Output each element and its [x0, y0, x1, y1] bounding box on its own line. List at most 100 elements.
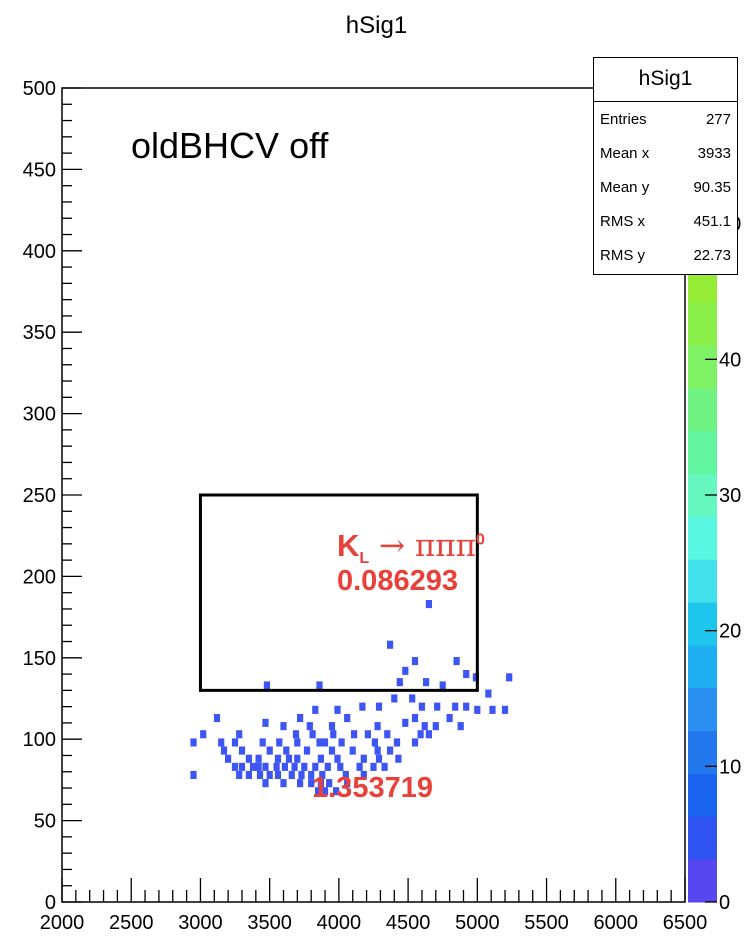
y-tick-label: 350 [23, 322, 56, 344]
stats-row-entries: Entries 277 [594, 102, 737, 136]
x-tick-label: 6000 [594, 912, 639, 934]
histogram-bin [308, 779, 315, 788]
histogram-bin [409, 694, 416, 703]
y-tick-label: 450 [23, 159, 56, 181]
histogram-bin [274, 754, 282, 763]
histogram-bin [238, 762, 246, 771]
palette-step [688, 859, 717, 903]
histogram-bin [370, 762, 377, 771]
stats-label: RMS x [600, 212, 645, 230]
stats-label: Mean x [600, 144, 650, 162]
histogram-bin [312, 705, 319, 714]
palette-step [688, 430, 717, 474]
x-tick-label: 6500 [663, 912, 708, 934]
x-tick-label: 4500 [386, 912, 431, 934]
palette-step [688, 773, 717, 817]
y-tick-label: 200 [23, 566, 56, 588]
histogram-bin [395, 754, 402, 763]
histogram-bin [245, 754, 252, 763]
histogram-bin [360, 754, 367, 763]
z-tick-label: 30 [719, 485, 741, 507]
histogram-bin [334, 705, 341, 714]
histogram-bin [301, 762, 308, 771]
stats-row-rms-y: RMS y 22.73 [594, 238, 737, 272]
histogram-bin [485, 689, 492, 698]
histogram-bin [337, 762, 344, 771]
histogram-bin [294, 738, 301, 747]
histogram-bin [393, 738, 401, 747]
histogram-bin [425, 730, 432, 739]
histogram-bin [231, 762, 239, 771]
palette-step [688, 345, 717, 389]
histogram-bin [338, 738, 345, 747]
y-tick-label: 500 [23, 78, 56, 100]
histogram-bin [371, 738, 378, 747]
histogram-bin [190, 770, 197, 779]
histogram-bin [306, 722, 313, 731]
stats-value: 277 [705, 110, 731, 128]
histogram-bin [297, 714, 304, 723]
histogram-bin [262, 718, 269, 727]
histogram-bin [328, 746, 336, 755]
stats-value: 22.73 [693, 246, 731, 264]
histogram-bin [249, 762, 257, 771]
histogram-bin [266, 770, 273, 779]
histogram-bin [411, 738, 419, 747]
z-tick-label: 0 [719, 892, 730, 914]
histogram-bin [298, 770, 305, 779]
histogram-bin [333, 787, 340, 796]
histogram-bin [351, 730, 358, 739]
chart-title: hSig1 [345, 12, 408, 39]
histogram-bin [446, 714, 453, 723]
histogram-bin [280, 722, 287, 731]
histogram-bin [316, 681, 323, 690]
stats-box: hSig1 Entries 277 Mean x 3933 Mean y 90.… [593, 57, 738, 275]
histogram-bin [266, 746, 273, 755]
histogram-bin [344, 714, 351, 723]
z-tick-label: 10 [719, 756, 741, 778]
histogram-bin [231, 738, 239, 747]
palette-step [688, 602, 717, 646]
histogram-bin [421, 722, 428, 731]
histogram-bin [303, 746, 311, 755]
histogram-bin [236, 770, 243, 779]
stats-value: 451.1 [693, 212, 731, 230]
signal-region-box [198, 493, 479, 692]
histogram-bin [297, 779, 304, 788]
histogram-bin [463, 670, 470, 679]
histogram-bin [236, 730, 243, 739]
x-tick-label: 3000 [178, 912, 223, 934]
histogram-bin [285, 754, 293, 763]
stats-value: 90.35 [693, 178, 731, 196]
stats-row-rms-x: RMS x 451.1 [594, 204, 737, 238]
histogram-bin [402, 666, 409, 675]
histogram-bin [273, 762, 280, 771]
histogram-bin [463, 702, 470, 711]
histogram-bin [418, 702, 425, 711]
z-tick-label: 20 [719, 621, 741, 643]
palette-step [688, 816, 717, 860]
histogram-bin [220, 746, 228, 755]
histogram-bin [281, 762, 288, 771]
histogram-bin [381, 762, 388, 771]
histogram-bin [288, 770, 295, 779]
histogram-bin [425, 600, 432, 609]
palette-step [688, 516, 717, 560]
histogram-bin [326, 779, 333, 788]
histogram-bin [238, 746, 246, 755]
overlay-label: oldBHCV off [131, 125, 329, 166]
stats-value: 3933 [697, 144, 731, 162]
x-tick-label: 2000 [40, 912, 85, 934]
palette-step [688, 644, 717, 689]
histogram-bin [200, 730, 207, 739]
histogram-bin [256, 770, 264, 779]
palette-step [688, 559, 717, 603]
histogram-bin [417, 730, 424, 739]
histogram-bin [294, 754, 301, 763]
palette-step [688, 387, 717, 432]
histogram-bin [334, 754, 341, 763]
histogram-bin [432, 722, 439, 731]
histogram-bin [190, 738, 197, 747]
histogram-bin [453, 657, 460, 666]
histogram-bin [317, 754, 324, 763]
